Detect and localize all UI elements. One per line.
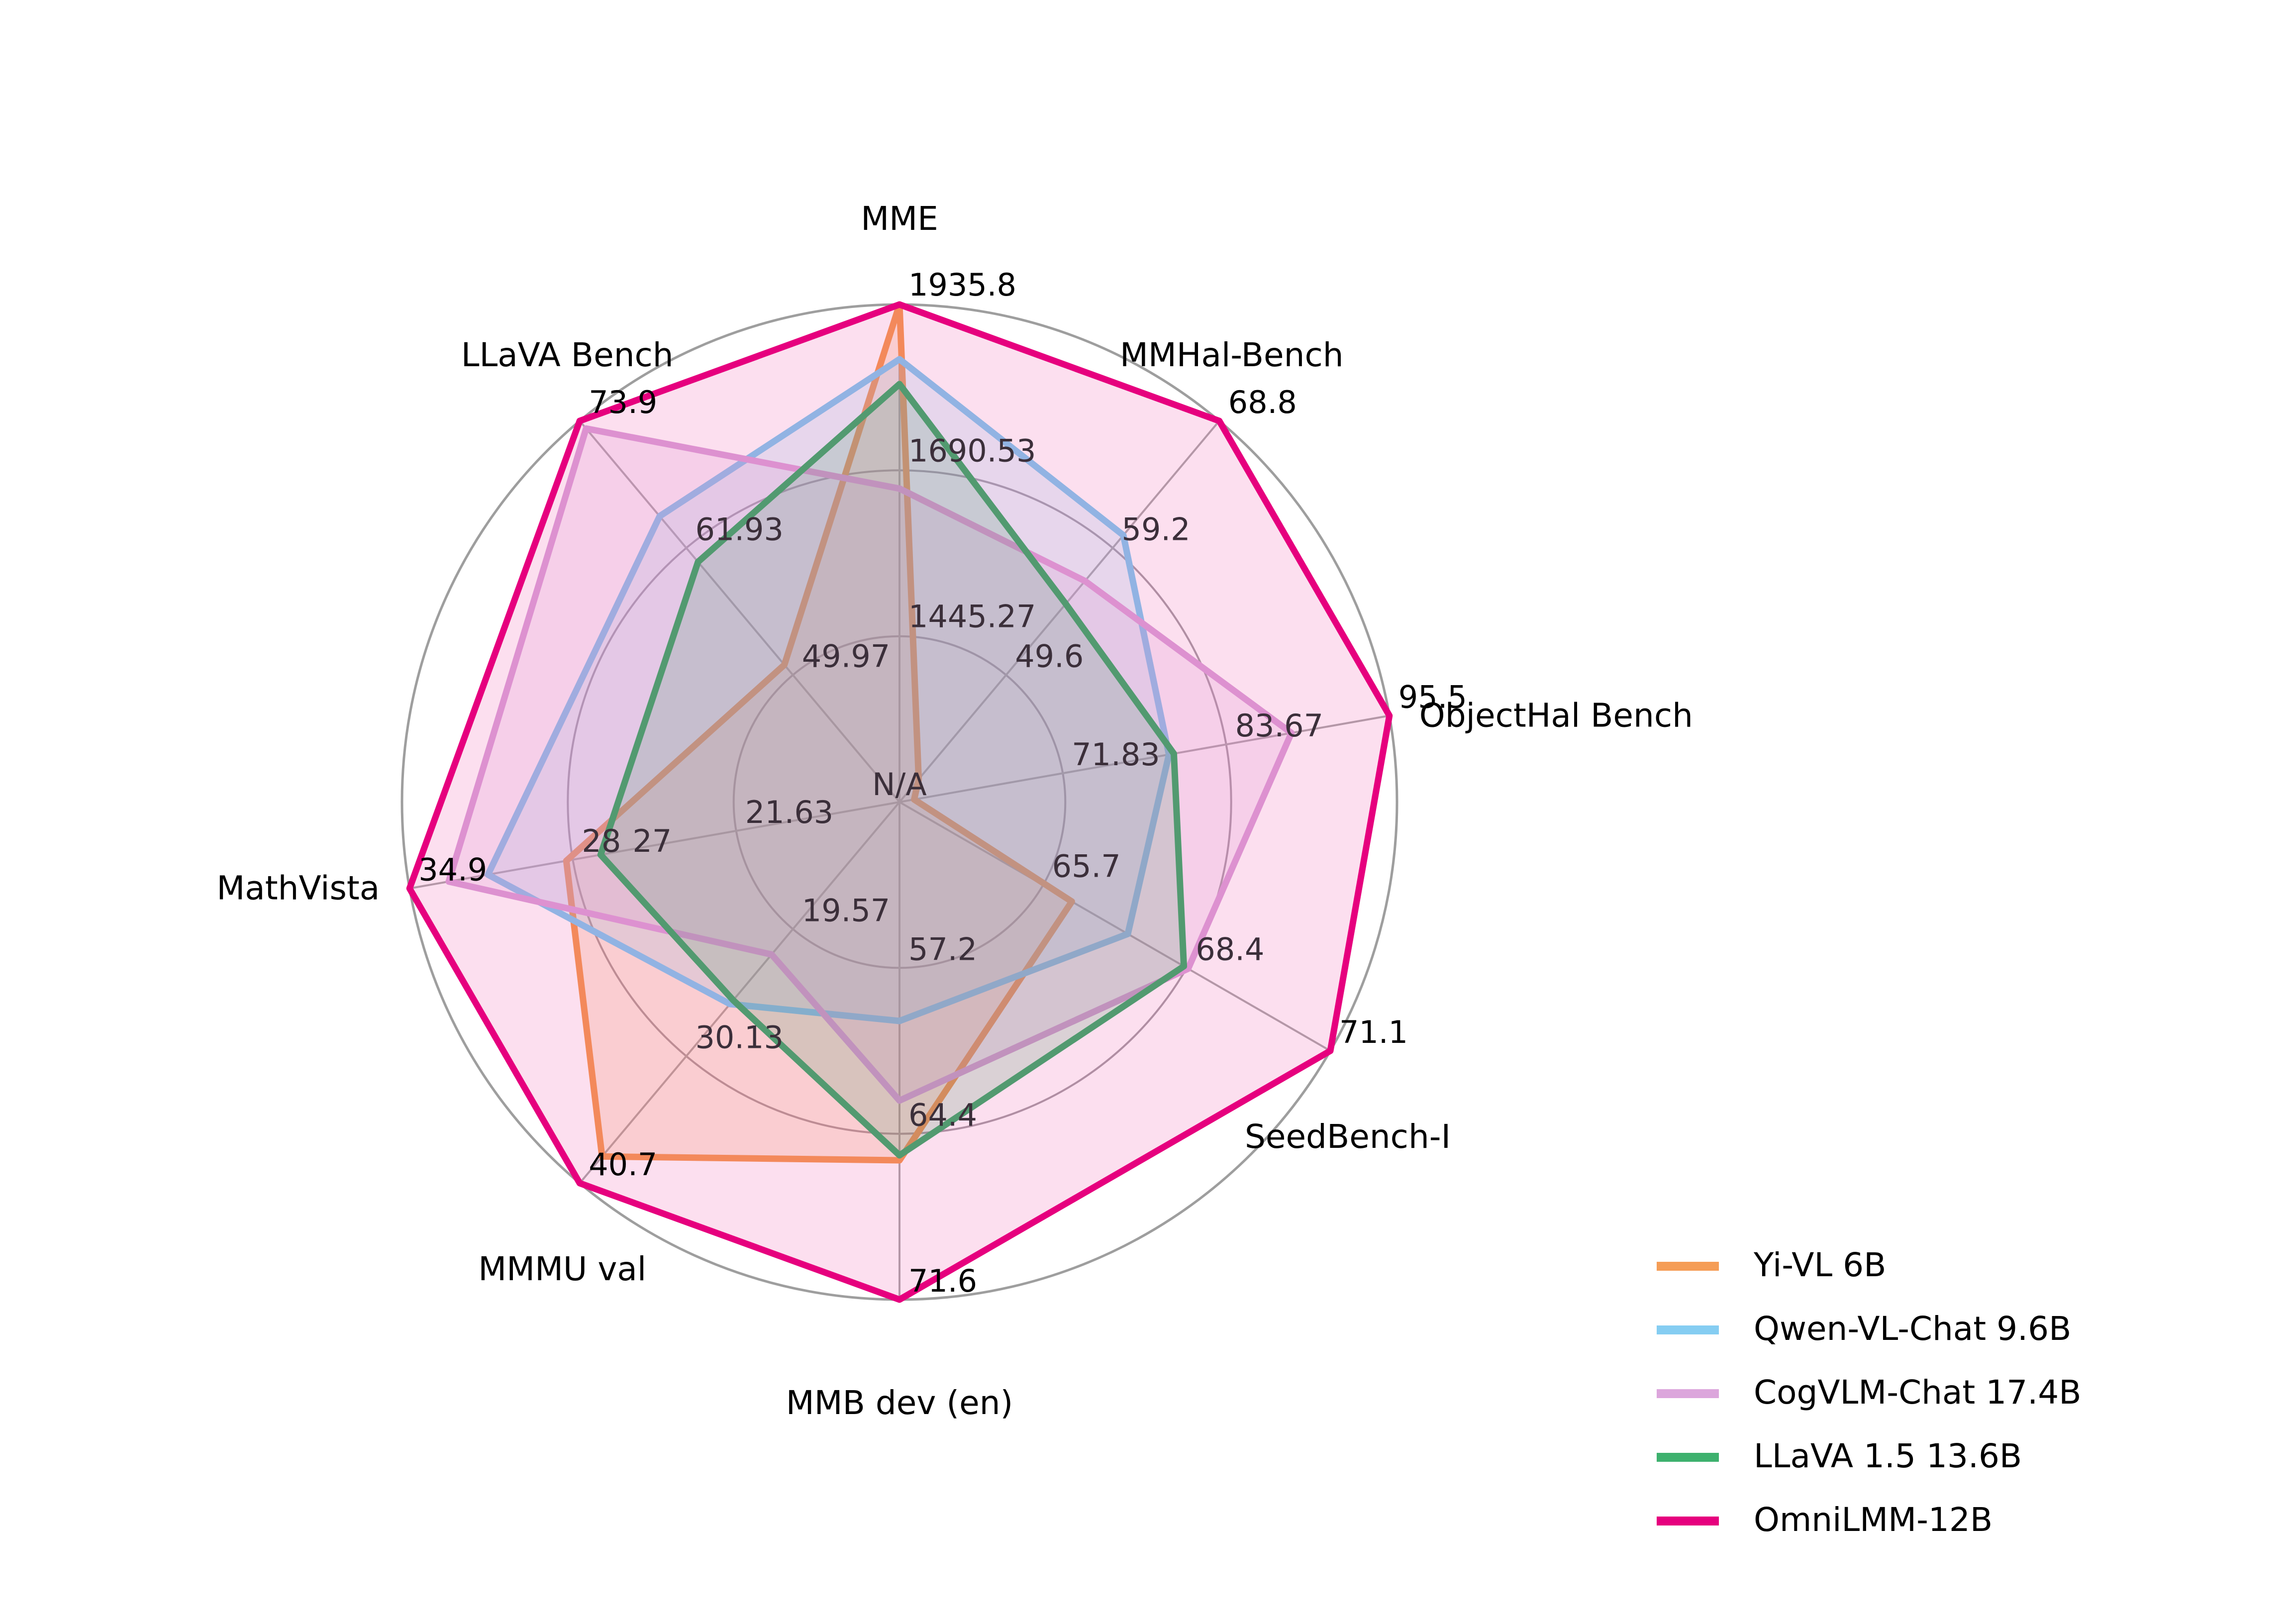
tick-label-mme-1: 1690.53 [908,432,1036,469]
legend-entry-qwen-vl-chat-9-6b[interactable]: Qwen-VL-Chat 9.6B [1657,1310,2071,1348]
axis-label-objecthal-bench: ObjectHal Bench [1419,696,1693,734]
tick-label-objecthal-bench-1: 83.67 [1235,708,1324,744]
tick-label-seedbench-i-2: 65.7 [1052,848,1121,885]
tick-label-llava-bench-0: 73.9 [589,384,657,420]
series-outline-3 [597,381,1188,1159]
radar-series [406,301,1393,1303]
radar-tick-labels: 1935.8 1690.53 1445.27 N/A 68.8 59.2 49.6 95.5 8… [418,267,1467,1299]
axis-spoke-2 [899,714,1390,803]
axis-spoke-5 [579,801,900,1184]
tick-label-mmb-dev-en--0: 71.6 [908,1263,977,1299]
tick-label-mathvista-2: 21.63 [745,794,834,830]
tick-label-mme-2: 1445.27 [908,599,1036,635]
series-outline-2 [445,425,1295,1104]
legend-label-4: OmniLMM-12B [1754,1501,1993,1539]
series-fill-3 [600,384,1184,1155]
axis-label-mmmu-val: MMMU val [478,1250,646,1288]
axis-spoke-1 [898,420,1220,803]
legend-entry-yi-vl-6b[interactable]: Yi-VL 6B [1657,1246,1886,1284]
legend-label-0: Yi-VL 6B [1753,1246,1886,1284]
series-outline-0 [563,301,1075,1164]
axis-label-mmhal-bench: MMHal-Bench [1120,336,1344,374]
legend-label-1: Qwen-VL-Chat 9.6B [1754,1310,2071,1348]
tick-label-llava-bench-2: 49.97 [802,638,891,675]
tick-label-seedbench-i-1: 68.4 [1196,931,1264,967]
series-outline-4 [406,301,1393,1303]
tick-label-seedbench-i-0: 71.1 [1339,1014,1408,1050]
tick-label-objecthal-bench-0: 95.5 [1398,679,1467,715]
tick-label-mmb-dev-en--1: 64.4 [908,1097,977,1133]
axis-spoke-3 [898,801,1331,1052]
radar-axis-labels: MME MMHal-Bench ObjectHal Bench SeedBench-I… [216,200,1693,1422]
legend-entry-omnilmm-12b[interactable]: OmniLMM-12B [1657,1501,1993,1539]
legend-label-3: LLaVA 1.5 13.6B [1754,1437,2022,1475]
chart-legend[interactable]: Yi-VL 6B Qwen-VL-Chat 9.6B CogVLM-Chat 17.… [1657,1246,2082,1539]
legend-entry-llava-1-5-13-6b[interactable]: LLaVA 1.5 13.6B [1657,1437,2022,1475]
series-fill-0 [566,304,1072,1160]
axis-label-seedbench-i: SeedBench-I [1245,1117,1451,1156]
series-fill-4 [409,304,1390,1300]
tick-label-mathvista-0: 34.9 [418,852,487,888]
tick-label-mme-3: N/A [872,766,927,803]
axis-label-mme: MME [861,200,938,238]
legend-entry-cogvlm-chat-17-4b[interactable]: CogVLM-Chat 17.4B [1657,1373,2082,1412]
axis-label-mmb-dev-en-: MMB dev (en) [786,1384,1013,1422]
tick-label-objecthal-bench-2: 71.83 [1072,736,1160,773]
tick-label-llava-bench-1: 61.93 [695,511,784,547]
axis-label-mathvista: MathVista [216,869,380,908]
tick-label-mmmu-val-2: 19.57 [802,892,891,928]
tick-label-mmmu-val-0: 40.7 [589,1146,657,1183]
tick-label-mmb-dev-en--2: 57.2 [908,931,977,967]
axis-label-llava-bench: LLaVA Bench [461,336,674,374]
tick-label-mathvista-extra: 27 [632,823,672,859]
tick-label-mmhal-bench-2: 49.6 [1015,638,1084,675]
tick-label-mmhal-bench-1: 59.2 [1122,511,1191,547]
tick-label-mathvista-1: 28 [582,823,621,859]
legend-label-2: CogVLM-Chat 17.4B [1754,1373,2082,1412]
series-fill-2 [449,428,1292,1101]
tick-label-mmmu-val-1: 30.13 [695,1019,784,1056]
series-outline-1 [485,356,1173,1024]
tick-label-mme-0: 1935.8 [908,267,1016,303]
tick-label-mmhal-bench-0: 68.8 [1228,384,1297,420]
axis-spoke-7 [579,420,900,803]
